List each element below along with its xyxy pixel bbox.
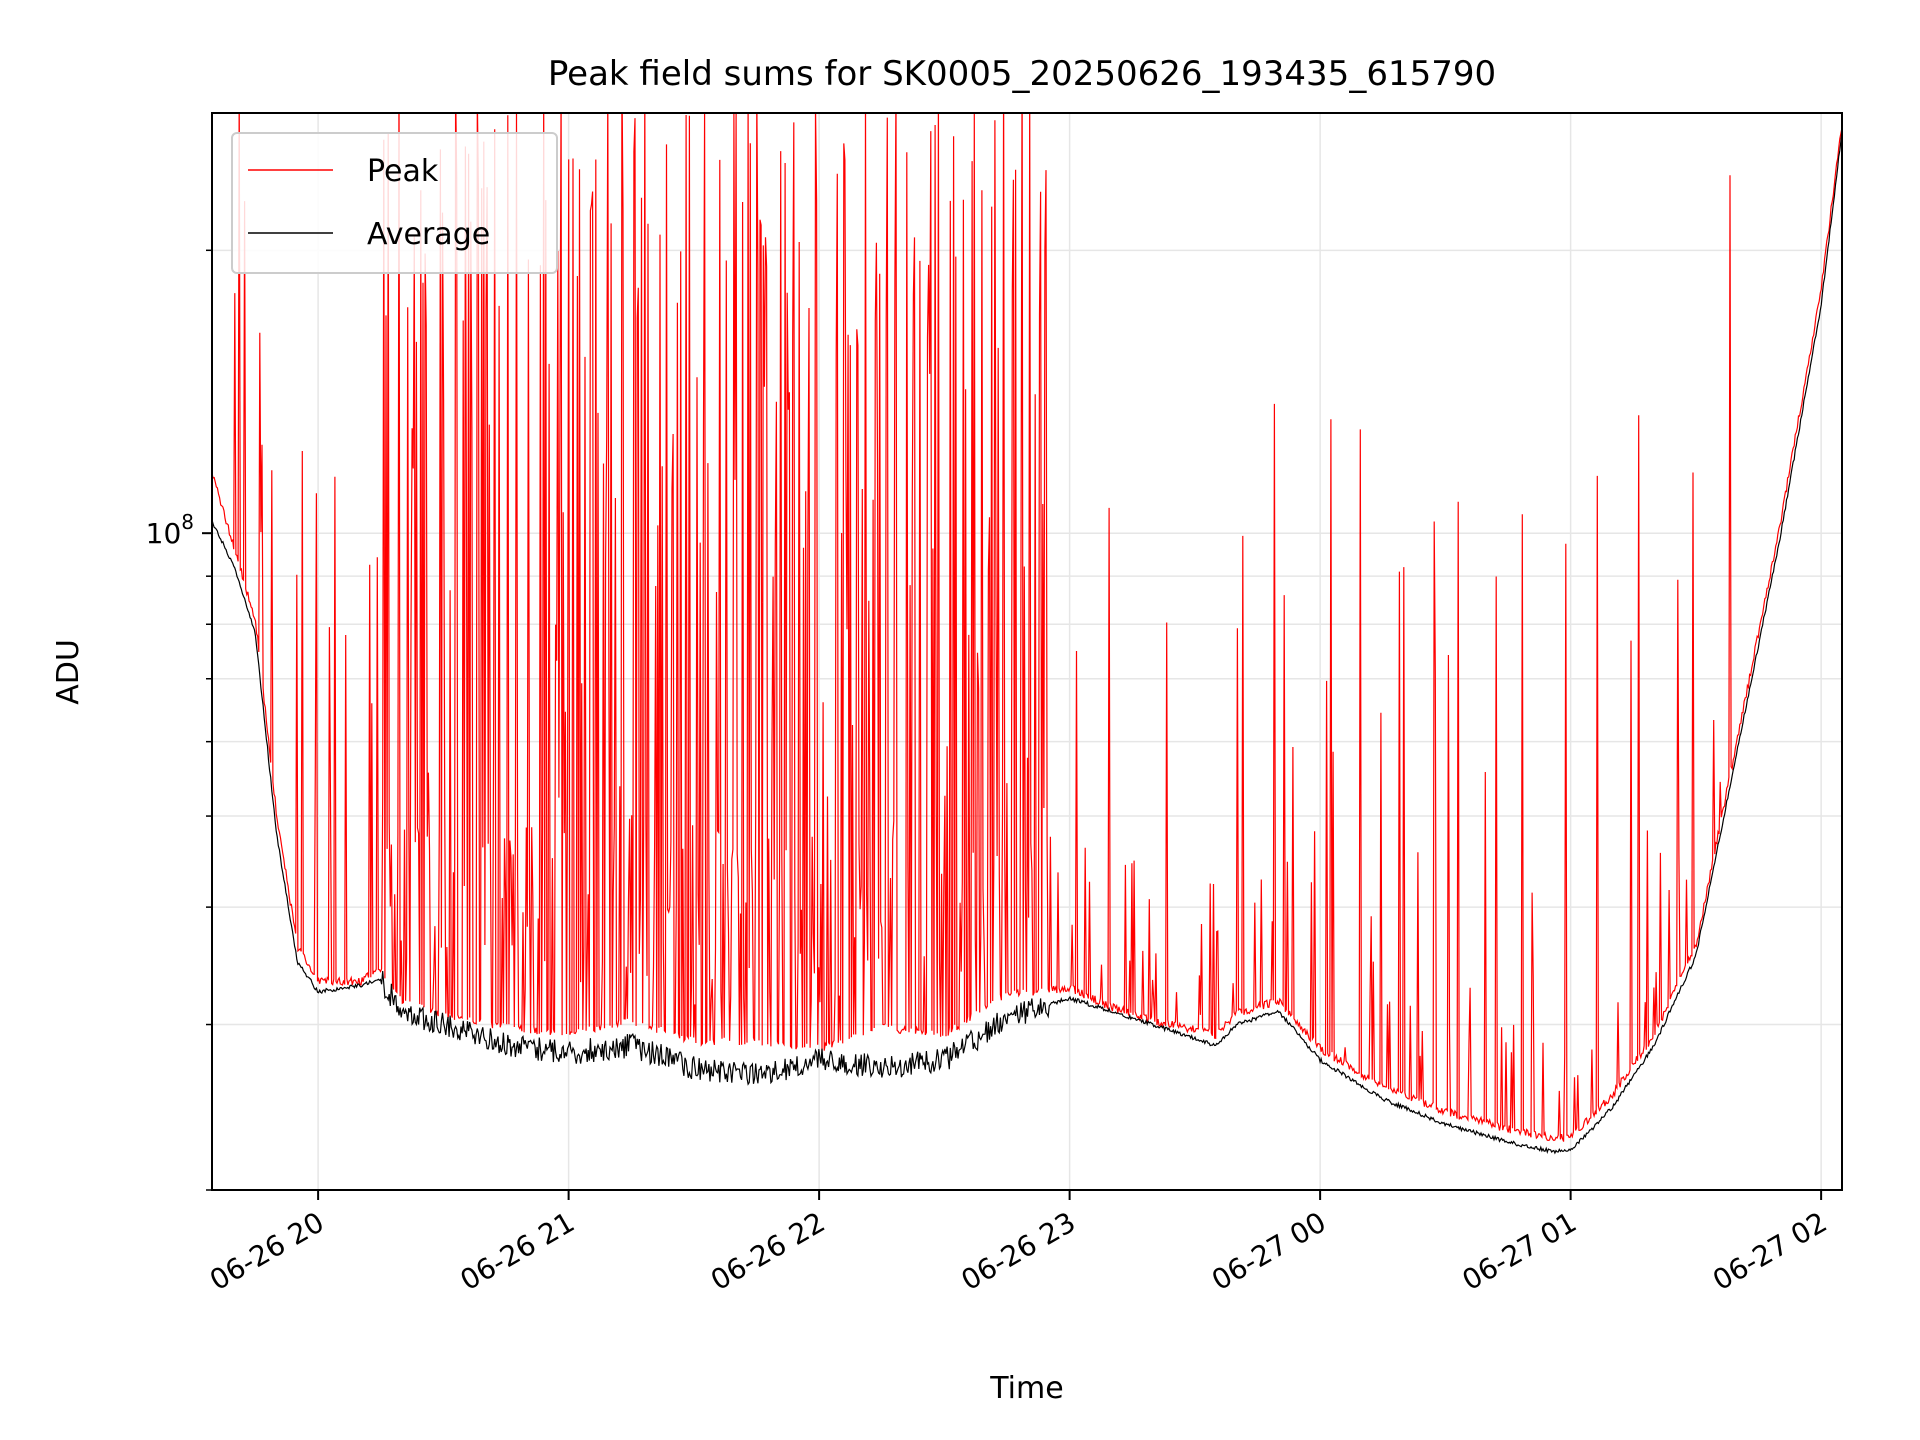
legend-label-peak: Peak [367,154,439,189]
legend-box [231,132,558,274]
y-tick-label-exponent: 8 [181,510,194,534]
series-line-average [212,129,1842,1155]
legend: Peak Average [231,132,558,274]
y-tick-label: 108 [146,510,194,550]
plot-frame [211,112,1843,1191]
y-tick-label-base: 10 [146,517,182,550]
y-axis: 108 [146,249,212,1191]
y-axis-label: ADU [51,639,86,705]
legend-label-average: Average [367,217,490,252]
x-axis-label: Time [989,1371,1063,1406]
chart-title: Peak field sums for SK0005_20250626_1934… [548,54,1496,94]
